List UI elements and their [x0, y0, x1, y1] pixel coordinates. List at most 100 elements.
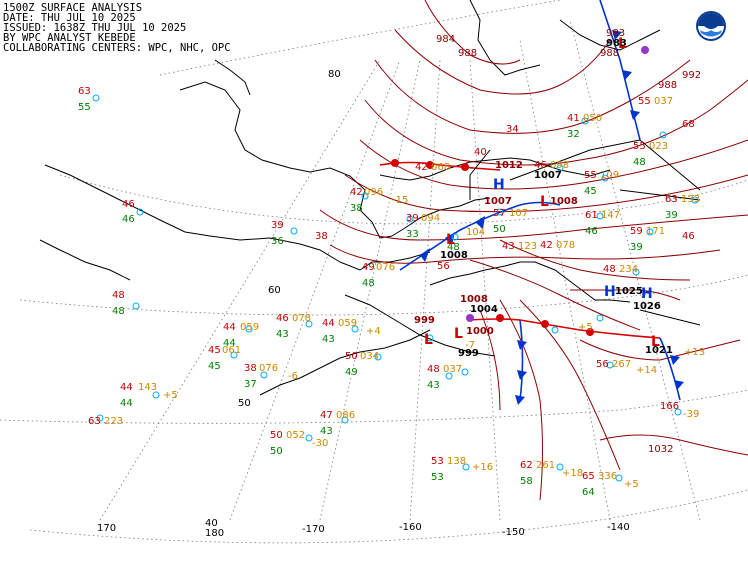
noaa-logo	[696, 11, 726, 41]
pressure-tendency: -15	[392, 195, 408, 206]
trough-line	[509, 139, 701, 191]
pressure-tendency: +4	[366, 326, 381, 337]
low-pressure-value: 1008	[550, 196, 578, 207]
station-temp: 46	[682, 231, 695, 242]
graticule-labels: 80 60 50 40 170 180 -170 -160 -150 -140	[97, 69, 630, 539]
station-temp: 46	[276, 313, 289, 324]
station-circles	[92, 94, 699, 482]
station-temp: 56	[596, 359, 609, 370]
cold-front	[519, 319, 524, 401]
trough-line	[619, 189, 701, 201]
station-temp: 39	[406, 213, 419, 224]
station-temp: 55	[584, 170, 597, 181]
station-dewpoint: 33	[406, 229, 419, 240]
station-temp: 55	[638, 96, 651, 107]
station-pressure: 234	[619, 264, 638, 275]
station-temp: 42	[415, 162, 428, 173]
station-dewpoint: 48	[447, 242, 460, 253]
station-temp: 63	[78, 86, 91, 97]
pressure-centers: H 1012 L 1007 1008 L 1008 L 999 L 1000 9…	[414, 36, 673, 359]
station-dewpoint: 45	[208, 361, 221, 372]
pressure-tendency: -6	[288, 371, 298, 382]
station-pressure: 138	[447, 456, 466, 467]
station-dewpoint: 43	[427, 380, 440, 391]
station-dewpoint: 46	[122, 214, 135, 225]
station-dewpoint: 43	[320, 426, 333, 437]
station-temp: 43	[502, 241, 515, 252]
isobar-label: 988	[458, 48, 477, 59]
station-temp: 56	[437, 261, 450, 272]
station-pressure: 094	[421, 213, 440, 224]
header-title: 1500Z SURFACE ANALYSIS	[3, 2, 143, 14]
station-temp: 68	[682, 119, 695, 130]
station-temps: 63 46 48 44 45 38 44 63 46 44 50 50 47 3…	[78, 86, 695, 482]
front-symbols	[391, 30, 684, 405]
station-pressure: 023	[649, 141, 668, 152]
station-pressure: 123	[518, 241, 537, 252]
isobar-label: 1032	[648, 444, 673, 455]
station-pressures: 059 061 076 143 223 078 059 034 052 086 …	[104, 96, 700, 482]
station-temp: 46	[534, 160, 547, 171]
station-temp: 166	[660, 401, 679, 412]
station-pressure: 096	[364, 187, 383, 198]
station-temp: 62	[520, 460, 533, 471]
low-pressure-symbol: L	[446, 232, 455, 248]
lon-label: 180	[205, 528, 224, 539]
station-pressure: 059	[240, 322, 259, 333]
station-temp: 63	[88, 416, 101, 427]
station-temp: 39	[271, 220, 284, 231]
isobar-label: 992	[682, 70, 701, 81]
isobar-label: 988	[600, 48, 619, 59]
station-dewpoint: 37	[244, 379, 257, 390]
station-pressure: 104	[466, 227, 485, 238]
station-pressure: 052	[286, 430, 305, 441]
station-dewpoint: 43	[276, 329, 289, 340]
lat-label: 40	[205, 518, 218, 529]
station-temp: 61	[585, 210, 598, 221]
cold-front	[599, 0, 641, 141]
station-pressure: 133	[681, 194, 700, 205]
lon-label: -150	[502, 527, 525, 538]
header-analyst: BY WPC ANALYST KEBEDE	[3, 32, 136, 44]
station-pressure: 078	[292, 313, 311, 324]
station-pressure: 037	[654, 96, 673, 107]
high-pressure-symbol: H	[641, 286, 653, 302]
station-pressure: 267	[612, 359, 631, 370]
low-pressure-symbol: L	[540, 194, 549, 210]
pressure-tendency: +5	[163, 390, 178, 401]
station-pressure: 107	[509, 208, 528, 219]
pressure-tendency: +5	[578, 322, 593, 333]
station-pressure: 076	[259, 363, 278, 374]
low-pressure-symbol: L	[454, 326, 463, 342]
pressure-tendency: +5	[624, 479, 639, 490]
low-pressure-value: 1007	[534, 170, 562, 181]
station-temp: 34	[506, 124, 519, 135]
station-pressure: 078	[556, 240, 575, 251]
station-pressure: 109	[600, 170, 619, 181]
high-pressure-value: 1026	[633, 301, 661, 312]
station-dewpoint: 44	[223, 338, 236, 349]
low-pressure-value: 999	[414, 315, 435, 326]
station-temp: 49	[362, 262, 375, 273]
station-temp: 48	[603, 264, 616, 275]
station-pressure: 061	[222, 345, 241, 356]
station-dewpoint: 48	[112, 306, 125, 317]
high-pressure-value: 1025	[615, 286, 643, 297]
low-pressure-value: 999	[458, 348, 479, 359]
station-temp: 48	[427, 364, 440, 375]
low-pressure-value: 983	[606, 38, 627, 49]
station-temp: 42	[350, 187, 363, 198]
isobar-label: 1007	[484, 196, 512, 207]
low-pressure-value: 1021	[645, 345, 673, 356]
station-dewpoint: 58	[520, 476, 533, 487]
isobars	[319, 0, 748, 501]
isobar-label: 983	[606, 28, 625, 39]
station-temp: 41	[567, 113, 580, 124]
pressure-tendency: +14	[636, 365, 657, 376]
lon-label: 170	[97, 523, 116, 534]
station-dewpoint: 45	[584, 186, 597, 197]
station-dewpoint: 44	[120, 398, 133, 409]
station-pressure: 050	[583, 113, 602, 124]
station-temp: 38	[315, 231, 328, 242]
station-pressure: 034	[360, 351, 379, 362]
